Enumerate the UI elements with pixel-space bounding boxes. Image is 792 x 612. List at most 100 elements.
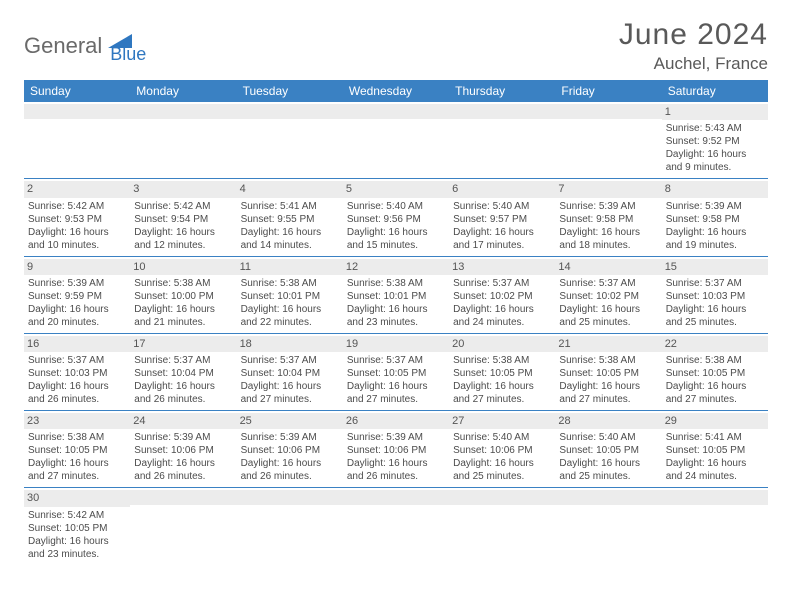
cell-text: Daylight: 16 hours and 25 minutes. <box>453 457 551 483</box>
calendar-cell <box>24 102 130 179</box>
cell-text: Sunset: 10:05 PM <box>453 367 551 380</box>
calendar-row: 23Sunrise: 5:38 AMSunset: 10:05 PMDaylig… <box>24 411 768 488</box>
cell-text: Sunset: 10:03 PM <box>666 290 764 303</box>
cell-text: Sunrise: 5:37 AM <box>347 354 445 367</box>
cell-text: Sunset: 10:01 PM <box>241 290 339 303</box>
location: Auchel, France <box>619 54 768 74</box>
cell-text: Sunset: 9:57 PM <box>453 213 551 226</box>
calendar-cell <box>130 102 236 179</box>
cell-text: Sunset: 9:55 PM <box>241 213 339 226</box>
header: General Blue June 2024 Auchel, France <box>24 18 768 74</box>
cell-text: Sunrise: 5:39 AM <box>347 431 445 444</box>
cell-text: Sunrise: 5:40 AM <box>559 431 657 444</box>
day-number <box>555 104 661 119</box>
day-number <box>237 490 343 505</box>
day-number <box>555 490 661 505</box>
calendar-cell: 12Sunrise: 5:38 AMSunset: 10:01 PMDaylig… <box>343 256 449 333</box>
day-number: 3 <box>130 181 236 197</box>
day-number: 15 <box>662 259 768 275</box>
calendar-row: 1Sunrise: 5:43 AMSunset: 9:52 PMDaylight… <box>24 102 768 179</box>
logo-text-general: General <box>24 33 102 59</box>
cell-text: Daylight: 16 hours and 18 minutes. <box>559 226 657 252</box>
cell-text: Sunrise: 5:39 AM <box>666 200 764 213</box>
calendar-cell: 22Sunrise: 5:38 AMSunset: 10:05 PMDaylig… <box>662 333 768 410</box>
cell-text: Sunset: 9:58 PM <box>559 213 657 226</box>
cell-text: Sunrise: 5:37 AM <box>134 354 232 367</box>
calendar-cell: 30Sunrise: 5:42 AMSunset: 10:05 PMDaylig… <box>24 488 130 565</box>
calendar-cell: 16Sunrise: 5:37 AMSunset: 10:03 PMDaylig… <box>24 333 130 410</box>
cell-text: Daylight: 16 hours and 26 minutes. <box>241 457 339 483</box>
cell-text: Sunrise: 5:38 AM <box>347 277 445 290</box>
day-number: 12 <box>343 259 449 275</box>
cell-text: Sunset: 10:05 PM <box>666 444 764 457</box>
cell-text: Daylight: 16 hours and 27 minutes. <box>28 457 126 483</box>
cell-text: Sunset: 10:04 PM <box>134 367 232 380</box>
calendar-cell: 27Sunrise: 5:40 AMSunset: 10:06 PMDaylig… <box>449 411 555 488</box>
cell-text: Sunset: 10:02 PM <box>559 290 657 303</box>
calendar-row: 16Sunrise: 5:37 AMSunset: 10:03 PMDaylig… <box>24 333 768 410</box>
cell-text: Sunrise: 5:43 AM <box>666 122 764 135</box>
cell-text: Daylight: 16 hours and 27 minutes. <box>347 380 445 406</box>
day-number: 6 <box>449 181 555 197</box>
cell-text: Daylight: 16 hours and 26 minutes. <box>134 457 232 483</box>
day-number: 30 <box>24 490 130 506</box>
cell-text: Sunrise: 5:38 AM <box>134 277 232 290</box>
calendar-cell: 26Sunrise: 5:39 AMSunset: 10:06 PMDaylig… <box>343 411 449 488</box>
day-number <box>237 104 343 119</box>
cell-text: Daylight: 16 hours and 17 minutes. <box>453 226 551 252</box>
cell-text: Sunset: 9:58 PM <box>666 213 764 226</box>
cell-text: Daylight: 16 hours and 23 minutes. <box>347 303 445 329</box>
calendar-cell <box>449 488 555 565</box>
cell-text: Sunrise: 5:37 AM <box>28 354 126 367</box>
day-number <box>130 104 236 119</box>
cell-text: Sunset: 10:06 PM <box>134 444 232 457</box>
cell-text: Daylight: 16 hours and 14 minutes. <box>241 226 339 252</box>
cell-text: Sunrise: 5:38 AM <box>453 354 551 367</box>
cell-text: Daylight: 16 hours and 10 minutes. <box>28 226 126 252</box>
day-number: 5 <box>343 181 449 197</box>
day-number: 16 <box>24 336 130 352</box>
cell-text: Sunset: 10:04 PM <box>241 367 339 380</box>
cell-text: Sunset: 9:59 PM <box>28 290 126 303</box>
day-number <box>24 104 130 119</box>
day-number: 22 <box>662 336 768 352</box>
cell-text: Sunset: 10:06 PM <box>453 444 551 457</box>
cell-text: Sunrise: 5:40 AM <box>453 200 551 213</box>
calendar-cell <box>130 488 236 565</box>
cell-text: Daylight: 16 hours and 27 minutes. <box>241 380 339 406</box>
cell-text: Sunset: 10:03 PM <box>28 367 126 380</box>
col-header: Friday <box>555 80 661 102</box>
cell-text: Daylight: 16 hours and 25 minutes. <box>666 303 764 329</box>
day-number: 24 <box>130 413 236 429</box>
cell-text: Sunrise: 5:37 AM <box>666 277 764 290</box>
col-header: Thursday <box>449 80 555 102</box>
cell-text: Sunrise: 5:38 AM <box>28 431 126 444</box>
day-number: 20 <box>449 336 555 352</box>
day-number: 29 <box>662 413 768 429</box>
col-header: Wednesday <box>343 80 449 102</box>
day-number: 9 <box>24 259 130 275</box>
title-block: June 2024 Auchel, France <box>619 18 768 74</box>
cell-text: Sunset: 9:53 PM <box>28 213 126 226</box>
col-header: Monday <box>130 80 236 102</box>
calendar-cell <box>343 102 449 179</box>
logo: General Blue <box>24 26 146 65</box>
day-number: 18 <box>237 336 343 352</box>
calendar-cell: 19Sunrise: 5:37 AMSunset: 10:05 PMDaylig… <box>343 333 449 410</box>
cell-text: Sunrise: 5:42 AM <box>28 509 126 522</box>
day-number <box>130 490 236 505</box>
calendar-row: 2Sunrise: 5:42 AMSunset: 9:53 PMDaylight… <box>24 179 768 256</box>
calendar-cell <box>662 488 768 565</box>
calendar-cell: 23Sunrise: 5:38 AMSunset: 10:05 PMDaylig… <box>24 411 130 488</box>
day-number <box>343 104 449 119</box>
calendar-cell: 29Sunrise: 5:41 AMSunset: 10:05 PMDaylig… <box>662 411 768 488</box>
calendar-cell: 24Sunrise: 5:39 AMSunset: 10:06 PMDaylig… <box>130 411 236 488</box>
cell-text: Sunrise: 5:41 AM <box>666 431 764 444</box>
cell-text: Daylight: 16 hours and 19 minutes. <box>666 226 764 252</box>
cell-text: Sunset: 9:56 PM <box>347 213 445 226</box>
cell-text: Daylight: 16 hours and 24 minutes. <box>453 303 551 329</box>
cell-text: Sunrise: 5:39 AM <box>559 200 657 213</box>
cell-text: Sunrise: 5:38 AM <box>559 354 657 367</box>
cell-text: Sunset: 10:05 PM <box>666 367 764 380</box>
cell-text: Sunset: 10:05 PM <box>559 367 657 380</box>
